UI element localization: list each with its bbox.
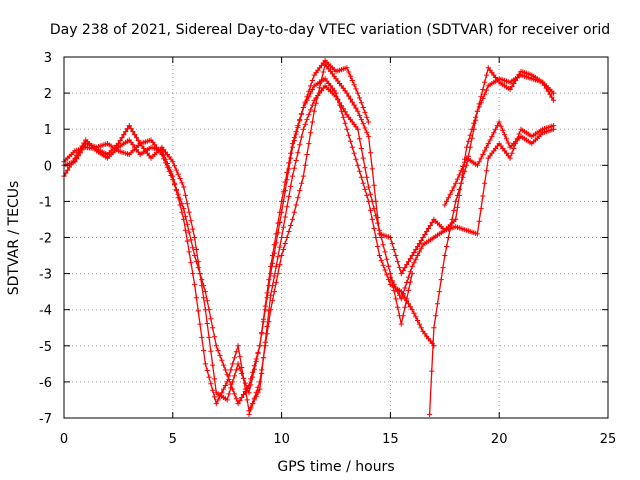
series-track-2 (61, 76, 437, 407)
series-line (389, 124, 554, 301)
series-markers (61, 76, 437, 407)
series-markers (427, 65, 557, 417)
data-series (61, 58, 557, 417)
series-line (63, 59, 370, 401)
x-tick-label: 25 (600, 432, 617, 447)
y-tick-label: -1 (39, 195, 52, 210)
y-tick-label: -6 (39, 376, 52, 391)
series-line (248, 62, 555, 415)
y-tick-label: 3 (44, 51, 52, 66)
y-axis-label: SDTVAR / TECUs (6, 181, 22, 296)
y-tick-label: -3 (39, 268, 52, 283)
y-tick-label: 0 (44, 159, 52, 174)
y-tick-label: -2 (39, 232, 52, 247)
chart-title: Day 238 of 2021, Sidereal Day-to-day VTE… (50, 22, 610, 38)
series-line (428, 66, 555, 415)
grid-lines (64, 57, 608, 418)
y-tick-label: 2 (44, 87, 52, 102)
axis-ticks: 0 5 10 15 20 25 -7 -6 -5 -4 -3 -2 -1 0 1 2 3 (39, 51, 616, 447)
series-markers (387, 123, 557, 302)
x-tick-label: 0 (60, 432, 68, 447)
x-tick-label: 10 (273, 432, 290, 447)
series-track-6 (427, 65, 557, 417)
x-tick-label: 15 (382, 432, 399, 447)
series-markers (442, 119, 557, 208)
series-track-5 (387, 123, 557, 302)
y-tick-label: 1 (44, 123, 52, 138)
series-line (63, 77, 435, 406)
series-markers (246, 61, 557, 417)
x-axis-label: GPS time / hours (277, 459, 394, 475)
series-track-7 (442, 119, 557, 208)
x-tick-label: 5 (169, 432, 177, 447)
y-tick-label: -4 (39, 304, 52, 319)
x-tick-label: 20 (491, 432, 508, 447)
series-track-4 (246, 61, 557, 417)
y-tick-label: -5 (39, 340, 52, 355)
y-tick-label: -7 (39, 412, 52, 427)
